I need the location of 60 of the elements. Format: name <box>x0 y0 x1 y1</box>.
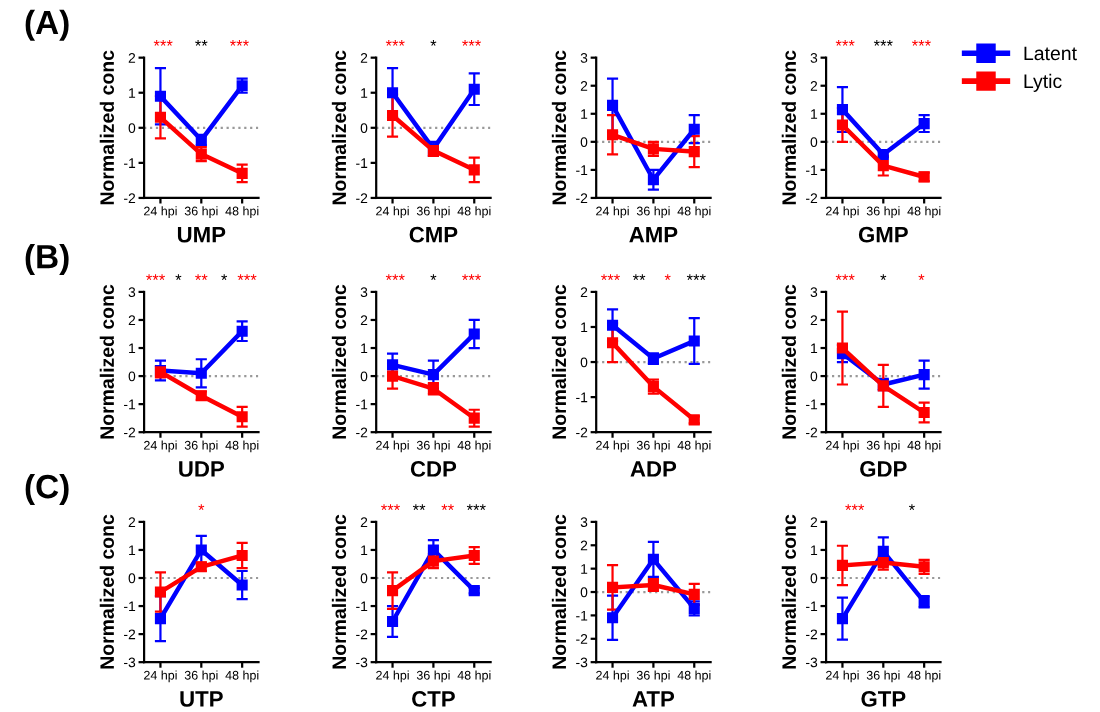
text: *** <box>229 39 249 46</box>
text: * <box>664 274 671 281</box>
chart-title: (B) <box>25 244 69 276</box>
text: *** <box>686 274 706 281</box>
text: *** <box>601 274 620 281</box>
x-axis-title: CTP <box>412 691 455 707</box>
y-axis-title: Normalized conc <box>551 284 567 439</box>
text: * <box>430 274 437 281</box>
text: ** <box>195 39 208 46</box>
y-axis-title: Normalized conc <box>551 50 567 205</box>
y-axis-title: Normalized conc <box>781 284 797 439</box>
y-axis-title: Normalized conc <box>551 514 567 669</box>
text: * <box>175 274 182 281</box>
text: *** <box>835 274 855 281</box>
text: *** <box>381 504 400 511</box>
y-axis-title: Normalized conc <box>331 514 347 669</box>
text: * <box>880 274 887 281</box>
text: *** <box>466 504 486 511</box>
x-axis-title: AMP <box>629 227 678 243</box>
text: *** <box>911 39 931 46</box>
x-axis-title: GTP <box>861 691 906 707</box>
y-axis-title: Normalized conc <box>99 50 115 205</box>
text: ** <box>441 504 454 511</box>
y-axis-title: Normalized conc <box>99 514 115 669</box>
x-axis-title: UMP <box>177 227 226 243</box>
x-axis-title: GDP <box>860 461 907 477</box>
x-axis-title: GMP <box>858 226 908 243</box>
x-axis-title: ATP <box>632 691 675 707</box>
text: *** <box>385 39 405 46</box>
y-axis-title: Normalized conc <box>781 50 797 205</box>
y-axis-title: Normalized conc <box>331 50 347 205</box>
text: *** <box>462 274 481 281</box>
chart-title: (C) <box>25 473 69 506</box>
legend-label: Latent <box>1024 46 1077 61</box>
text: *** <box>462 39 481 46</box>
chart-title: (A) <box>25 9 69 41</box>
text: *** <box>835 39 855 46</box>
x-axis-title: CDP <box>410 461 457 477</box>
y-axis-title: Normalized conc <box>99 284 115 439</box>
text: * <box>918 274 925 281</box>
text: ** <box>632 274 646 281</box>
text: *** <box>146 274 166 281</box>
text: *** <box>237 274 257 281</box>
x-axis-title: UTP <box>180 691 223 707</box>
text: * <box>430 39 437 46</box>
text: *** <box>873 39 893 46</box>
y-axis-title: Normalized conc <box>331 284 347 439</box>
x-axis-title: CMP <box>409 226 458 243</box>
y-axis-title: Normalized conc <box>781 514 797 669</box>
x-axis-title: ADP <box>630 461 677 477</box>
text: *** <box>153 39 173 46</box>
text: ** <box>195 274 208 281</box>
text: *** <box>845 504 865 511</box>
text: * <box>908 504 915 511</box>
legend-label: Lytic <box>1024 73 1062 92</box>
text: *** <box>385 274 405 281</box>
x-axis-title: UDP <box>179 461 224 477</box>
text: * <box>221 274 228 281</box>
text: ** <box>412 504 426 511</box>
text: * <box>198 504 205 511</box>
